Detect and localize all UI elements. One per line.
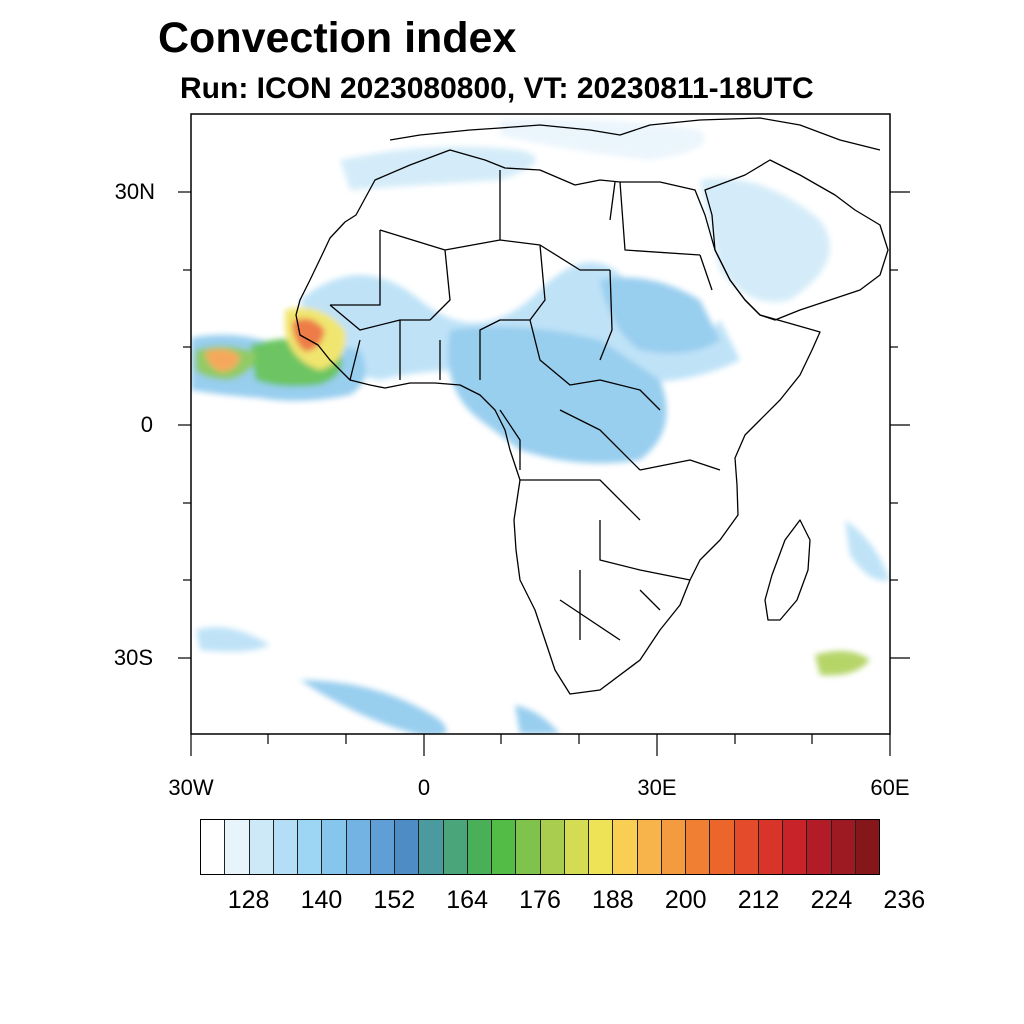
colorbar-label: 176	[519, 886, 561, 914]
colorbar-box	[831, 820, 856, 874]
colorbar-box	[249, 820, 274, 874]
colorbar-label: 152	[373, 886, 416, 914]
colorbar-box	[395, 820, 420, 874]
colorbar-box	[564, 820, 589, 874]
colorbar-label: 164	[446, 886, 488, 914]
arabia-coastline	[704, 159, 889, 321]
colorbar-label: 140	[300, 886, 343, 914]
convection-atlantic-core	[205, 349, 240, 372]
colorbar-label: 224	[810, 886, 853, 914]
colorbar-label: 236	[883, 886, 926, 914]
colorbar-box	[661, 820, 686, 874]
convection-south-cape	[515, 705, 560, 734]
colorbar-box	[613, 820, 638, 874]
convection-south-atlantic-west	[196, 627, 270, 652]
colorbar-box	[443, 820, 468, 874]
lat-label-30n: 30N	[114, 179, 155, 204]
colorbar-box	[492, 820, 517, 874]
chart-title: Convection index	[158, 14, 517, 62]
africa-coastline	[295, 149, 821, 695]
convection-indian-ocean	[815, 651, 870, 676]
axis-ticks	[178, 191, 910, 756]
colorbar-box	[225, 820, 250, 874]
colorbar-label: 200	[664, 886, 707, 914]
colorbar-box	[710, 820, 735, 874]
colorbar-box	[298, 820, 323, 874]
lon-label-60e: 60E	[870, 775, 910, 800]
colorbar-box	[855, 820, 879, 874]
colorbar-box	[370, 820, 395, 874]
colorbar-box	[346, 820, 371, 874]
map-frame	[190, 113, 891, 735]
colorbar-box	[322, 820, 347, 874]
colorbar-box	[686, 820, 711, 874]
colorbar-box	[783, 820, 808, 874]
colorbar-box	[540, 820, 565, 874]
colorbar-label: 212	[737, 886, 780, 914]
convection-central-africa	[448, 326, 667, 464]
colorbar-box	[273, 820, 298, 874]
colorbar-box	[807, 820, 832, 874]
lon-label-0: 0	[417, 775, 431, 800]
colorbar-box	[516, 820, 541, 874]
colorbar-label: 128	[227, 886, 270, 914]
convection-north-africa	[340, 146, 536, 190]
convection-south-atlantic	[300, 680, 447, 734]
colorbar	[200, 819, 880, 875]
convection-field	[191, 117, 890, 734]
convection-mediterranean	[500, 118, 705, 160]
colorbar-box	[467, 820, 492, 874]
colorbar-box	[201, 820, 226, 874]
chart-subtitle: Run: ICON 2023080800, VT: 20230811-18UTC	[180, 72, 814, 105]
colorbar-box	[734, 820, 759, 874]
colorbar-box	[637, 820, 662, 874]
border-lines	[329, 170, 721, 641]
lon-label-30e: 30E	[637, 775, 677, 800]
convection-arabia	[700, 178, 830, 302]
europe-coastline	[389, 117, 881, 151]
madagascar-coastline	[764, 519, 811, 621]
colorbar-label: 188	[591, 886, 634, 914]
colorbar-box	[758, 820, 783, 874]
colorbar-box	[419, 820, 444, 874]
colorbar-box	[589, 820, 614, 874]
lat-label-0: 0	[140, 412, 153, 437]
lat-label-30s: 30S	[113, 645, 153, 670]
convection-ethiopia	[600, 277, 720, 354]
lon-label-30w: 30W	[168, 775, 214, 800]
convection-madagascar-east	[845, 520, 890, 581]
